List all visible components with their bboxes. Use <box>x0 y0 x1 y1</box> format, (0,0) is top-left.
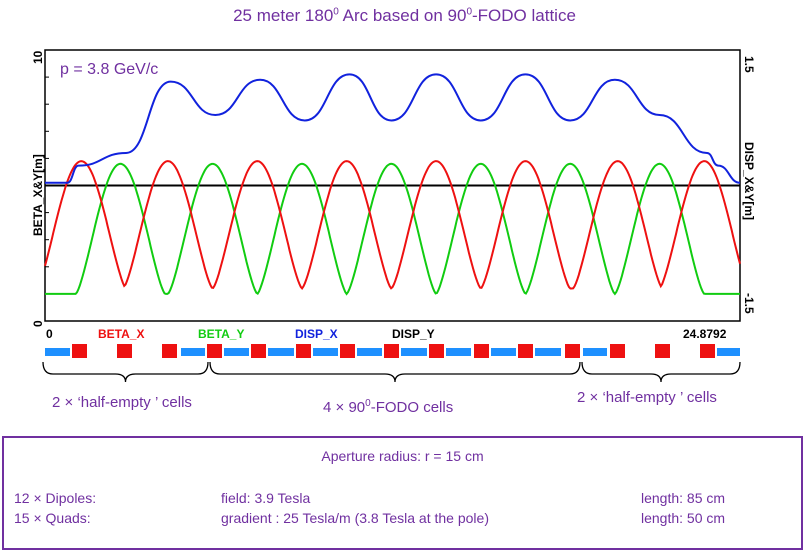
quads-label: 15 × Quads: <box>14 510 91 526</box>
dipole-element <box>429 344 444 358</box>
dipole-element <box>474 344 489 358</box>
quad-element <box>45 348 70 356</box>
lattice-plot: p = 3.8 GeV/c 10 0 1.5 -1.5 BETA_X&Y[m] … <box>31 49 756 383</box>
middle-cells-label: 4 × 900-FODO cells <box>323 398 454 416</box>
momentum-annotation: p = 3.8 GeV/c <box>60 61 158 78</box>
curves-group <box>44 73 741 296</box>
legend-beta-x: BETA_X <box>98 327 144 341</box>
legend-disp-y: DISP_Y <box>392 327 435 341</box>
right-axis-label: DISP_X&Y[m] <box>742 142 756 220</box>
left-tick-min: 0 <box>31 320 45 327</box>
quad-element <box>181 348 205 356</box>
left-axis-label: BETA_X&Y[m] <box>31 154 45 236</box>
quad-element <box>224 348 249 356</box>
dipole-length: length: 85 cm <box>641 490 726 506</box>
dipole-element <box>700 344 715 358</box>
right-tick-max: 1.5 <box>742 56 756 73</box>
quad-element <box>401 348 427 356</box>
quad-element <box>357 348 382 356</box>
dipole-element <box>117 344 132 358</box>
aperture-text: Aperture radius: r = 15 cm <box>321 448 484 464</box>
quad-element <box>583 348 607 356</box>
cell-braces <box>42 361 741 383</box>
left-tick-max: 10 <box>31 50 45 64</box>
left-cells-label: 2 × ‘half-empty ’ cells <box>52 394 192 411</box>
lattice-element-bar <box>45 344 740 358</box>
dipole-element <box>162 344 177 358</box>
quad-element <box>491 348 516 356</box>
beta-y-curve <box>45 162 740 296</box>
right-cells-label: 2 × ‘half-empty ’ cells <box>577 389 717 406</box>
magnet-info-box: Aperture radius: r = 15 cm 12 × Dipoles:… <box>2 436 803 550</box>
dipole-element <box>565 344 580 358</box>
legend-disp-x: DISP_X <box>295 327 338 341</box>
dipoles-label: 12 × Dipoles: <box>14 490 97 506</box>
dipole-element <box>207 344 222 358</box>
dipole-element <box>655 344 670 358</box>
quad-element <box>535 348 561 356</box>
legend-beta-y: BETA_Y <box>198 327 244 341</box>
quad-element <box>717 348 740 356</box>
x-start-label: 0 <box>46 327 53 341</box>
chart-title: 25 meter 1800 Arc based on 900-FODO latt… <box>233 6 576 25</box>
quad-element <box>446 348 471 356</box>
quad-element <box>313 348 338 356</box>
right-tick-min: -1.5 <box>742 293 756 314</box>
dipole-element <box>384 344 399 358</box>
dipole-element <box>296 344 311 358</box>
dipole-element <box>518 344 533 358</box>
dipole-element <box>340 344 355 358</box>
middle-cells-brace <box>209 361 581 383</box>
beta-x-curve <box>44 160 741 291</box>
dipole-field: field: 3.9 Tesla <box>221 490 311 506</box>
left-cells-brace <box>42 361 209 383</box>
right-cells-brace <box>581 361 741 383</box>
quad-length: length: 50 cm <box>641 510 726 526</box>
dipole-element <box>251 344 266 358</box>
disp-x-curve <box>44 73 741 184</box>
dipole-element <box>72 344 87 358</box>
quad-gradient: gradient : 25 Tesla/m (3.8 Tesla at the … <box>221 510 489 526</box>
dipole-element <box>610 344 625 358</box>
quad-element <box>268 348 294 356</box>
x-end-label: 24.8792 <box>683 327 727 341</box>
